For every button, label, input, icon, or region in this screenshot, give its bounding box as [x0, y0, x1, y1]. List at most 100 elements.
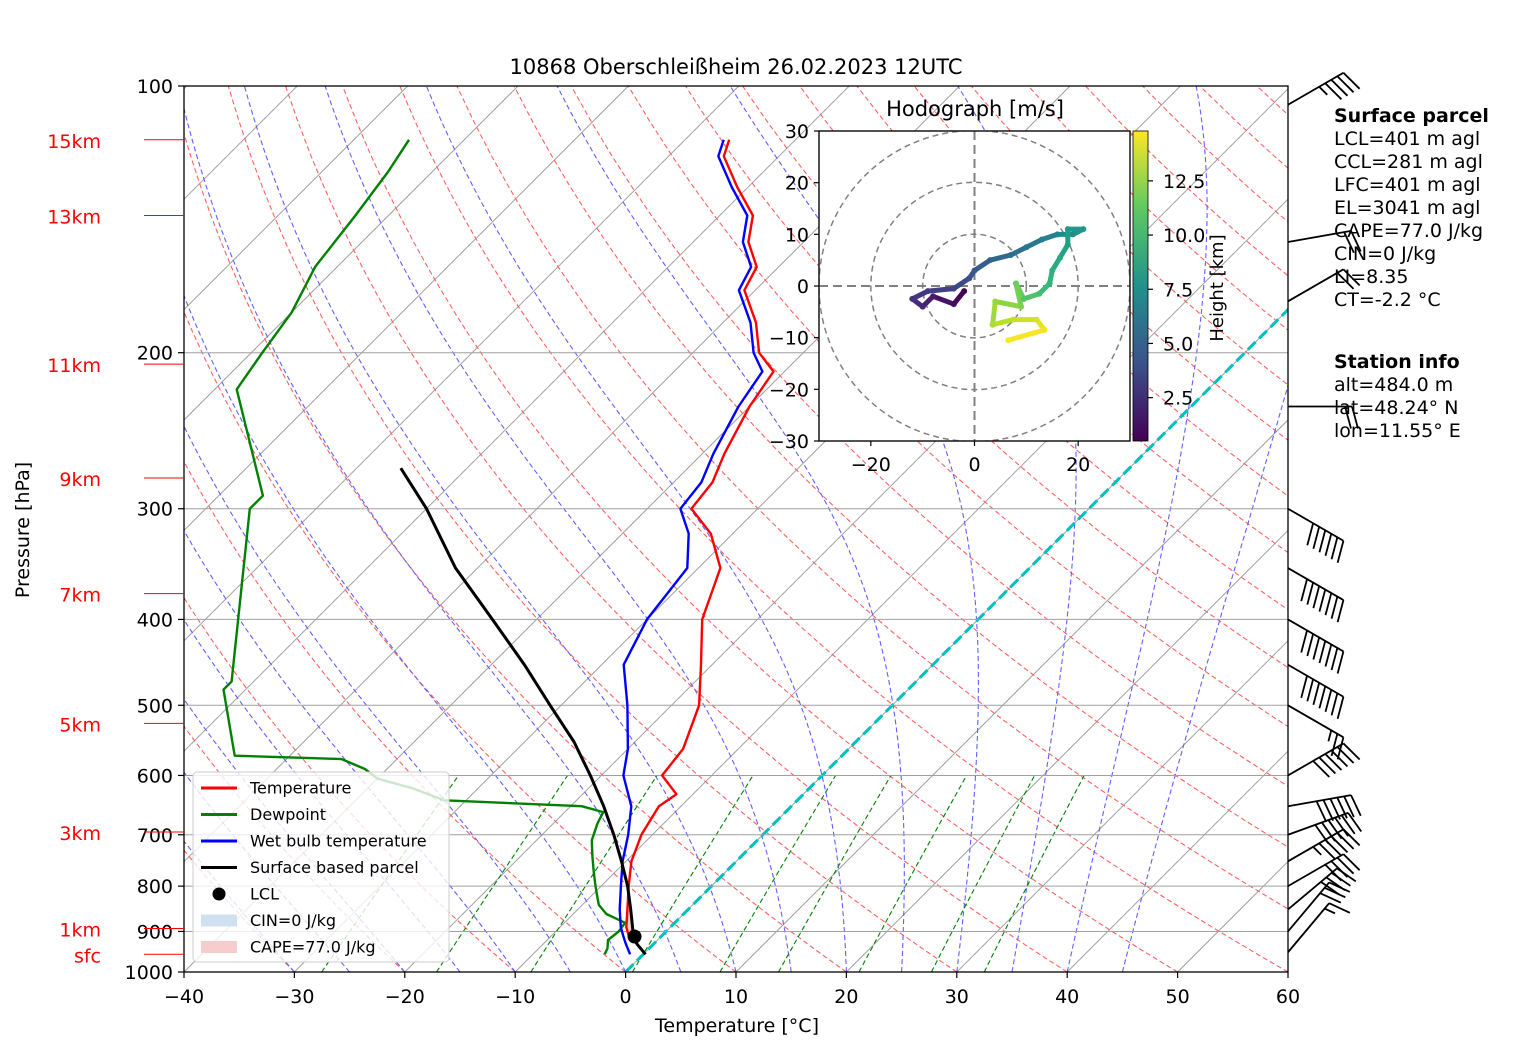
chart-title: 10868 Oberschleißheim 26.02.2023 12UTC [510, 55, 963, 79]
hodograph-segment [993, 302, 996, 325]
hodograph-y-label: −20 [769, 379, 809, 401]
height-label: 5km [59, 714, 101, 736]
moist-adiabat-line [426, 86, 846, 972]
wind-barb [1288, 509, 1343, 563]
y-tick-label: 900 [137, 921, 173, 943]
hodograph-point [909, 296, 915, 302]
hodograph-point [1018, 304, 1024, 310]
colorbar-tick-label: 10.0 [1163, 225, 1205, 247]
wind-barb [1288, 705, 1343, 759]
x-tick-label: 50 [1166, 986, 1190, 1008]
legend-swatch [213, 888, 226, 901]
y-tick-label: 600 [137, 765, 173, 787]
surface-parcel-line: EL=3041 m agl [1334, 197, 1480, 219]
wind-barb [1288, 795, 1361, 822]
legend-label: Surface based parcel [250, 858, 419, 877]
hodograph-point [1054, 231, 1060, 237]
hodograph-point [990, 322, 996, 328]
mixing-ratio-line [984, 775, 1084, 972]
hodograph-point [1008, 252, 1014, 258]
y-tick-label: 200 [137, 343, 173, 365]
height-label: 9km [59, 469, 101, 491]
y-tick-label: 400 [137, 609, 173, 631]
hodograph-point [951, 286, 957, 292]
height-label: 1km [59, 919, 101, 941]
hodograph-point [966, 275, 972, 281]
station-info-title: Station info [1334, 351, 1460, 373]
x-tick-label: 40 [1055, 986, 1079, 1008]
hodograph-x-label: 20 [1066, 454, 1090, 476]
hodograph-point [920, 304, 926, 310]
height-label: 15km [47, 131, 101, 153]
hodograph-point [1021, 296, 1027, 302]
legend-label: LCL [250, 885, 279, 904]
x-tick-label: 20 [834, 986, 858, 1008]
hodograph-y-label: 10 [785, 224, 809, 246]
y-tick-label: 700 [137, 825, 173, 847]
colorbar [1133, 131, 1148, 441]
hodograph-y-label: −10 [769, 328, 809, 350]
surface-parcel-line: CIN=0 J/kg [1334, 243, 1436, 265]
hodograph-point [1070, 231, 1076, 237]
hodograph-point [987, 257, 993, 263]
x-tick-label: 30 [945, 986, 969, 1008]
mixing-ratio-line [632, 775, 753, 972]
surface-parcel-line: LI=8.35 [1334, 266, 1408, 288]
hodograph-point [1065, 226, 1071, 232]
wind-barb [1288, 868, 1356, 909]
dry-adiabat-line [1486, 86, 1517, 972]
legend-label: Dewpoint [250, 805, 326, 824]
surface-parcel-line: LCL=401 m agl [1334, 128, 1480, 150]
y-axis-label: Pressure [hPa] [12, 462, 34, 598]
hodograph-x-label: 0 [968, 454, 980, 476]
hodograph-point [1010, 317, 1016, 323]
hodograph-point [930, 293, 936, 299]
hodograph-point [1023, 244, 1029, 250]
y-tick-label: 500 [137, 695, 173, 717]
legend-label: CAPE=77.0 J/kg [250, 938, 376, 957]
hodograph-y-label: 20 [785, 173, 809, 195]
wetbulb-line [620, 140, 763, 955]
hodograph-x-label: −20 [851, 454, 891, 476]
height-label: 11km [47, 355, 101, 377]
hodograph-point [961, 288, 967, 294]
hodograph-point [992, 299, 998, 305]
legend-label: Wet bulb temperature [250, 832, 427, 851]
height-label: 13km [47, 206, 101, 228]
station-info-line: lat=48.24° N [1334, 397, 1458, 419]
x-axis-label: Temperature [°C] [654, 1015, 819, 1037]
wind-barb [1288, 903, 1350, 952]
hodograph-y-label: 30 [785, 121, 809, 143]
temperature-line [626, 140, 773, 955]
height-label: sfc [74, 945, 101, 967]
hodograph-point [1034, 317, 1040, 323]
surface-parcel-line: CT=-2.2 °C [1334, 289, 1441, 311]
height-label: 7km [59, 585, 101, 607]
colorbar-label: Height [km] [1207, 234, 1228, 341]
colorbar-tick-label: 5.0 [1163, 333, 1193, 355]
wind-barb [1288, 568, 1343, 622]
wind-barb [1288, 854, 1360, 886]
mixing-ratio-line [720, 775, 836, 972]
hodograph-y-label: 0 [797, 276, 809, 298]
surface-parcel-line: CAPE=77.0 J/kg [1334, 220, 1483, 242]
lcl-marker [628, 930, 642, 944]
x-tick-label: −30 [274, 986, 314, 1008]
x-tick-label: 60 [1276, 986, 1300, 1008]
hodograph-point [925, 288, 931, 294]
legend-swatch [201, 915, 237, 927]
hodograph-point [1057, 255, 1063, 261]
y-tick-label: 800 [137, 876, 173, 898]
x-tick-label: −20 [385, 986, 425, 1008]
station-info-line: lon=11.55° E [1334, 420, 1461, 442]
x-tick-label: −10 [495, 986, 535, 1008]
x-tick-label: 10 [724, 986, 748, 1008]
hodograph-title: Hodograph [m/s] [886, 97, 1064, 121]
surface-parcel-line: LFC=401 m agl [1334, 174, 1481, 196]
colorbar-tick-label: 12.5 [1163, 171, 1205, 193]
